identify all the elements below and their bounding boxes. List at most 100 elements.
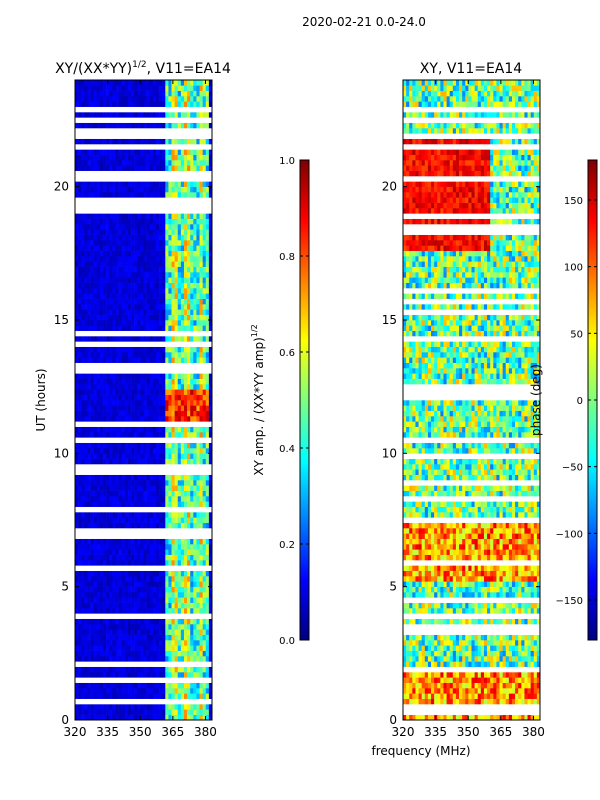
heatmap-cell: [140, 640, 144, 646]
heatmap-cell: [81, 362, 85, 369]
heatmap-cell: [205, 202, 210, 209]
heatmap-cell: [168, 373, 172, 379]
heatmap-cell: [183, 586, 188, 593]
heatmap-cell: [146, 229, 151, 235]
heatmap-cell: [112, 469, 116, 475]
heatmap-cell: [106, 421, 110, 427]
heatmap-cell: [106, 522, 110, 529]
heatmap-cell: [152, 576, 157, 582]
heatmap-cell: [187, 250, 191, 257]
heatmap-cell: [137, 618, 141, 625]
heatmap-cell: [96, 160, 101, 166]
heatmap-cell: [162, 362, 166, 369]
heatmap-cell: [177, 570, 182, 577]
heatmap-cell: [146, 645, 151, 651]
heatmap-cell: [187, 645, 191, 651]
heatmap-cell: [78, 613, 82, 619]
heatmap-cell: [106, 224, 110, 230]
heatmap-cell: [171, 122, 175, 129]
heatmap-cell: [103, 640, 107, 646]
heatmap-cell: [149, 426, 154, 433]
heatmap-cell: [90, 160, 94, 166]
heatmap-cell: [81, 229, 85, 235]
heatmap-cell: [84, 410, 88, 417]
heatmap-cell: [87, 298, 91, 305]
heatmap-cell: [75, 266, 79, 273]
heatmap-cell: [103, 346, 107, 353]
heatmap-cell: [165, 362, 169, 369]
heatmap-cell: [149, 394, 154, 401]
heatmap-cell: [103, 234, 107, 241]
heatmap-cell: [121, 554, 126, 561]
heatmap-cell: [96, 330, 101, 337]
heatmap-cell: [78, 224, 82, 230]
heatmap-cell: [205, 208, 210, 214]
heatmap-cell: [155, 490, 160, 497]
heatmap-cell: [149, 458, 154, 465]
heatmap-cell: [205, 501, 210, 507]
heatmap-cell: [121, 400, 126, 406]
heatmap-cell: [131, 485, 135, 491]
heatmap-cell: [180, 197, 185, 203]
heatmap-cell: [168, 416, 172, 422]
heatmap-cell: [174, 314, 179, 321]
heatmap-cell: [168, 266, 172, 273]
heatmap-cell: [149, 362, 154, 369]
heatmap-cell: [78, 576, 82, 582]
heatmap-cell: [93, 565, 98, 571]
heatmap-cell: [124, 698, 129, 705]
heatmap-cell: [99, 618, 104, 625]
heatmap-cell: [96, 202, 101, 209]
heatmap-cell: [112, 442, 116, 449]
heatmap-cell: [187, 416, 191, 422]
heatmap-cell: [190, 154, 194, 161]
heatmap-cell: [183, 336, 188, 342]
heatmap-cell: [205, 528, 210, 534]
heatmap-cell: [75, 544, 79, 550]
heatmap-cell: [127, 224, 132, 230]
heatmap-cell: [124, 581, 129, 587]
heatmap-cell: [193, 656, 197, 662]
heatmap-cell: [199, 522, 203, 529]
heatmap-cell: [140, 570, 144, 577]
heatmap-cell: [81, 618, 85, 625]
heatmap-cell: [177, 298, 182, 305]
heatmap-cell: [168, 272, 172, 278]
heatmap-cell: [196, 202, 200, 209]
heatmap-cell: [152, 448, 157, 454]
heatmap-cell: [112, 554, 116, 561]
heatmap-cell: [146, 672, 151, 678]
heatmap-cell: [75, 229, 79, 235]
heatmap-cell: [208, 704, 212, 710]
heatmap-cell: [87, 309, 91, 315]
heatmap-cell: [99, 405, 104, 411]
heatmap-cell: [106, 650, 110, 657]
heatmap-cell: [121, 250, 126, 257]
heatmap-cell: [183, 597, 188, 603]
heatmap-cell: [208, 608, 212, 614]
heatmap-cell: [155, 656, 160, 662]
heatmap-cell: [75, 144, 79, 150]
heatmap-cell: [149, 485, 154, 491]
heatmap-cell: [199, 698, 203, 705]
heatmap-cell: [180, 650, 185, 657]
heatmap-cell: [93, 149, 98, 155]
heatmap-cell: [99, 336, 104, 342]
heatmap-cell: [87, 512, 91, 518]
heatmap-cell: [143, 544, 147, 550]
heatmap-cell: [165, 373, 169, 379]
heatmap-cell: [171, 245, 175, 251]
heatmap-cell: [87, 192, 91, 198]
heatmap-cell: [180, 682, 185, 689]
heatmap-cell: [93, 314, 98, 321]
heatmap-cell: [152, 533, 157, 539]
heatmap-cell: [115, 581, 119, 587]
heatmap-cell: [90, 496, 94, 502]
heatmap-cell: [127, 458, 132, 465]
heatmap-cell: [121, 277, 126, 283]
heatmap-cell: [93, 448, 98, 454]
heatmap-cell: [149, 581, 154, 587]
heatmap-cell: [143, 682, 147, 689]
heatmap-cell: [193, 602, 197, 609]
heatmap-cell: [205, 453, 210, 459]
